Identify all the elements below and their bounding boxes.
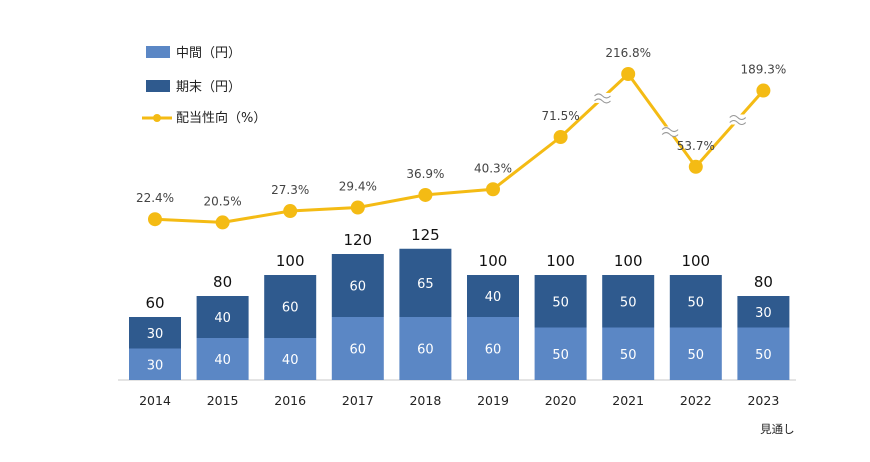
- axis-break-marker-3: [729, 114, 747, 126]
- payout-point-2016: [283, 204, 298, 219]
- payout-label-2017: 29.4%: [339, 180, 377, 194]
- legend-swatch-final: [146, 80, 170, 92]
- bar-interim-2022: [669, 327, 722, 380]
- label-final-2019: 40: [485, 290, 502, 305]
- bar-final-2018: [399, 248, 452, 317]
- label-total-2021: 100: [614, 252, 643, 270]
- payout-label-2022: 53.7%: [677, 139, 715, 153]
- label-interim-2017: 60: [350, 343, 367, 358]
- forecast-note: 見通し: [760, 422, 795, 436]
- label-interim-2018: 60: [417, 343, 434, 358]
- payout-label-2014: 22.4%: [136, 191, 174, 205]
- payout-point-2014: [148, 212, 162, 227]
- bars-layer: [129, 248, 790, 380]
- label-interim-2022: 50: [688, 348, 705, 363]
- axis-break-marker-1: [594, 92, 611, 104]
- bar-final-2021: [602, 275, 655, 328]
- labels-layer: 30 30 60 2014 40 40 80 2015 40 60 100 2016 60 60 120 20…: [136, 46, 795, 436]
- label-total-2022: 100: [681, 252, 710, 270]
- payout-point-2018: [418, 187, 433, 202]
- legend-label-interim: 中間（円）: [176, 46, 241, 61]
- payout-point-2015: [215, 215, 230, 230]
- bar-final-2016: [264, 275, 317, 338]
- label-total-2015: 80: [213, 273, 232, 291]
- label-interim-2019: 60: [485, 343, 502, 358]
- label-interim-2023: 50: [755, 348, 772, 363]
- label-final-2014: 30: [147, 327, 164, 342]
- payout-line-layer: [148, 67, 771, 230]
- bar-final-2019: [467, 275, 519, 317]
- label-interim-2016: 40: [282, 353, 299, 368]
- payout-point-2022: [688, 159, 703, 174]
- label-total-2014: 60: [145, 294, 164, 312]
- bar-interim-2020: [534, 327, 587, 380]
- bar-interim-2015: [196, 338, 249, 380]
- tick-label-2019: 2019: [477, 393, 509, 408]
- label-interim-2020: 50: [552, 348, 569, 363]
- payout-point-2023: [756, 83, 771, 98]
- tick-label-2017: 2017: [342, 393, 374, 408]
- label-final-2017: 60: [350, 280, 367, 295]
- payout-label-2020: 71.5%: [542, 109, 580, 123]
- bar-final-2014: [129, 317, 181, 349]
- payout-label-2019: 40.3%: [474, 161, 512, 175]
- bar-final-2020: [534, 275, 587, 328]
- payout-label-2023: 189.3%: [741, 63, 787, 77]
- bar-final-2023: [737, 296, 790, 328]
- label-total-2020: 100: [546, 252, 575, 270]
- bar-final-2022: [669, 275, 722, 328]
- label-final-2022: 50: [688, 295, 705, 310]
- bar-interim-2021: [602, 327, 655, 380]
- label-total-2019: 100: [479, 252, 508, 270]
- tick-label-2021: 2021: [612, 393, 644, 408]
- tick-label-2015: 2015: [207, 393, 239, 408]
- legend-label-final: 期末（円）: [176, 80, 241, 95]
- label-interim-2015: 40: [214, 353, 231, 368]
- tick-label-2020: 2020: [545, 393, 577, 408]
- label-final-2015: 40: [214, 311, 231, 326]
- payout-label-2021: 216.8%: [605, 46, 651, 60]
- bar-interim-2023: [737, 327, 790, 380]
- bar-interim-2017: [331, 317, 384, 380]
- tick-label-2014: 2014: [139, 393, 171, 408]
- tick-label-2018: 2018: [409, 393, 441, 408]
- tick-label-2016: 2016: [274, 393, 306, 408]
- tick-label-2022: 2022: [680, 393, 712, 408]
- payout-label-2018: 36.9%: [406, 167, 444, 181]
- bar-interim-2014: [129, 348, 181, 380]
- label-interim-2014: 30: [147, 358, 164, 373]
- bar-interim-2016: [264, 338, 317, 380]
- payout-label-2016: 27.3%: [271, 183, 309, 197]
- label-final-2020: 50: [552, 295, 569, 310]
- payout-point-2021: [621, 67, 636, 81]
- label-total-2017: 120: [343, 231, 372, 249]
- label-interim-2021: 50: [620, 348, 637, 363]
- label-final-2016: 60: [282, 301, 299, 316]
- tick-label-2023: 2023: [747, 393, 779, 408]
- label-total-2016: 100: [276, 252, 305, 270]
- label-total-2018: 125: [411, 226, 440, 244]
- label-final-2018: 65: [417, 277, 434, 292]
- payout-label-2015: 20.5%: [204, 194, 242, 208]
- bar-final-2015: [196, 296, 249, 338]
- label-final-2021: 50: [620, 295, 637, 310]
- payout-point-2017: [350, 200, 365, 215]
- payout-line: [154, 72, 765, 224]
- legend-swatch-interim: [146, 46, 170, 58]
- axis-break-marker-2: [661, 126, 679, 138]
- bar-interim-2018: [399, 317, 452, 380]
- legend-marker-payout: [153, 114, 161, 122]
- bar-final-2017: [331, 254, 384, 317]
- legend-label-payout: 配当性向（%）: [176, 110, 266, 126]
- payout-point-2020: [553, 130, 568, 144]
- legend: 中間（円） 期末（円） 配当性向（%）: [142, 46, 266, 126]
- label-total-2023: 80: [754, 273, 773, 291]
- payout-point-2019: [486, 182, 500, 197]
- label-final-2023: 30: [755, 306, 772, 321]
- bar-interim-2019: [467, 317, 519, 380]
